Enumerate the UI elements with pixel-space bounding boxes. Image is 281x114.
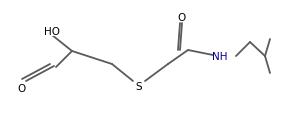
FancyBboxPatch shape bbox=[178, 13, 186, 23]
Text: NH: NH bbox=[212, 52, 228, 61]
Text: S: S bbox=[136, 81, 142, 91]
FancyBboxPatch shape bbox=[18, 83, 26, 93]
Text: O: O bbox=[178, 13, 186, 23]
FancyBboxPatch shape bbox=[214, 52, 226, 61]
Text: HO: HO bbox=[44, 27, 60, 37]
FancyBboxPatch shape bbox=[46, 27, 58, 37]
Text: O: O bbox=[18, 83, 26, 93]
FancyBboxPatch shape bbox=[135, 81, 143, 91]
